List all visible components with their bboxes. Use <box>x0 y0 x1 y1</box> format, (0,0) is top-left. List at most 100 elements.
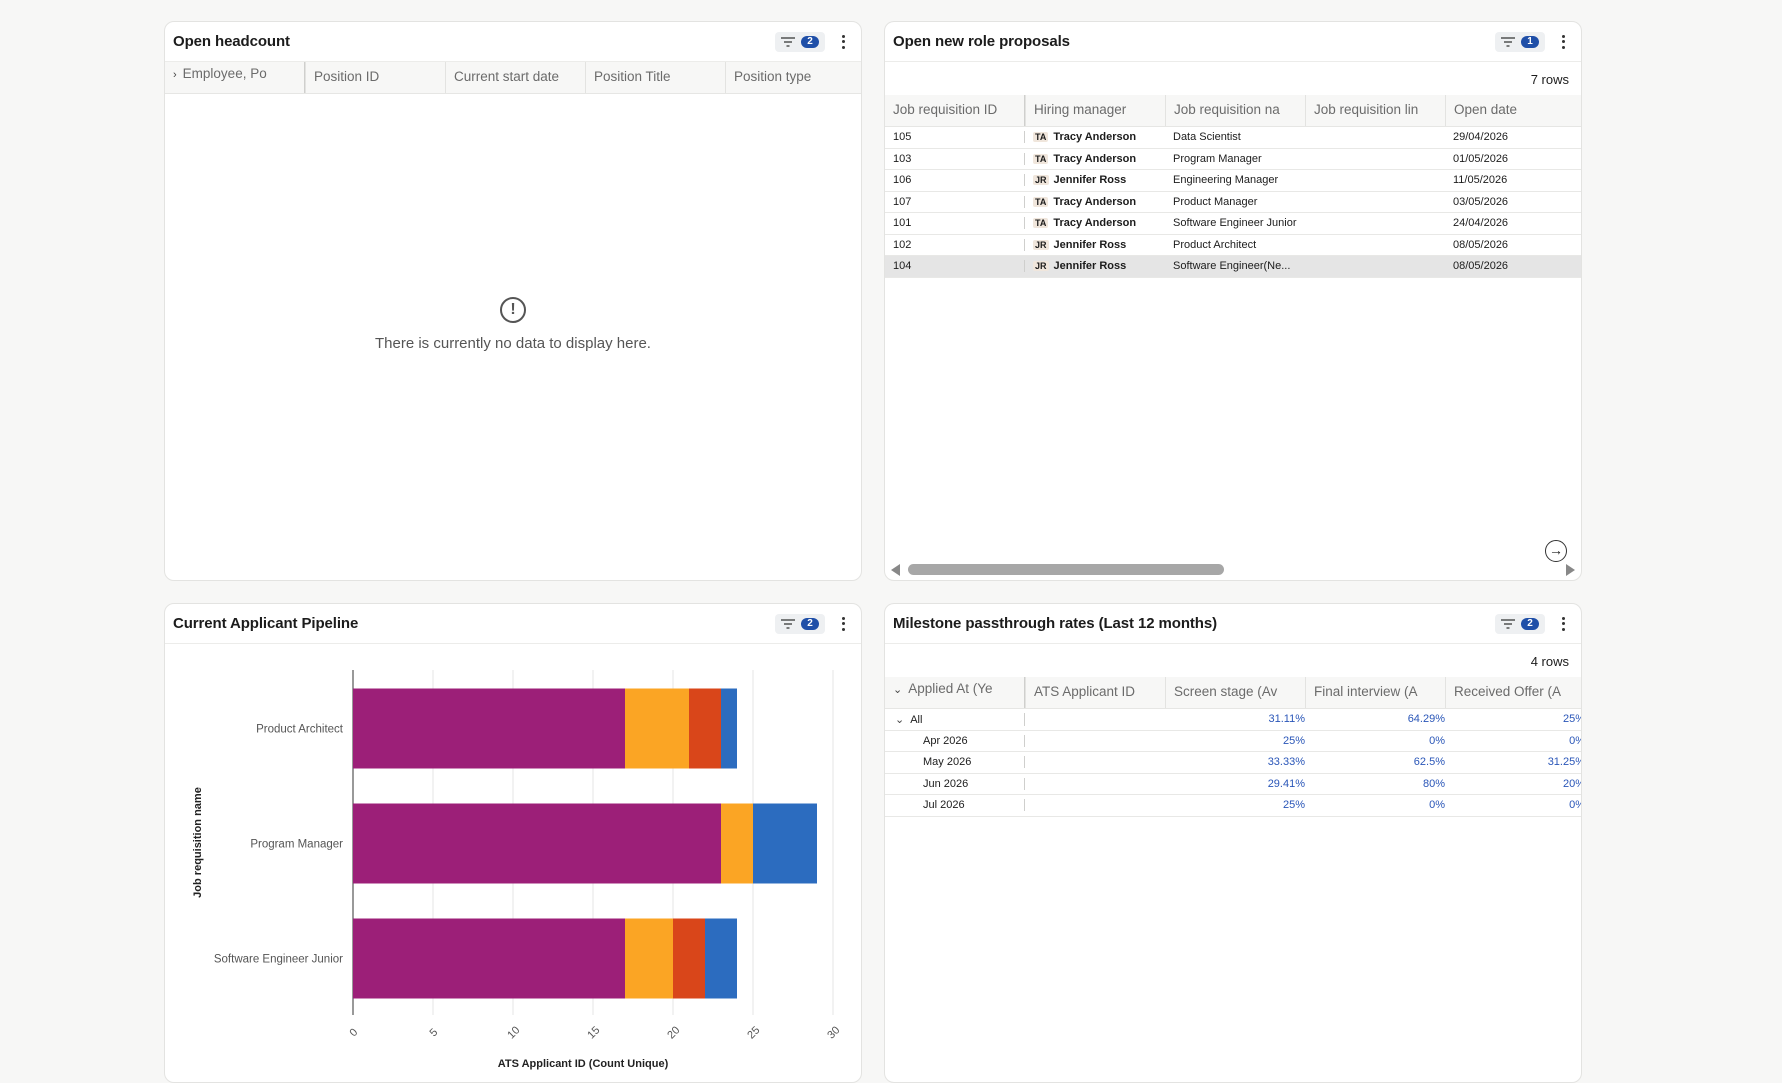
filter-button[interactable]: 1 <box>1495 31 1545 52</box>
exclamation-circle-icon: ! <box>500 297 526 323</box>
open-date-cell: 03/05/2026 <box>1453 195 1509 208</box>
received-offer-cell: 0% <box>1569 799 1581 812</box>
scroll-right-icon[interactable] <box>1566 564 1575 576</box>
chevron-down-icon[interactable]: ⌄ <box>893 684 903 696</box>
category-label: Software Engineer Junior <box>214 954 343 966</box>
hiring-manager-cell: TA Tracy Anderson <box>1025 217 1165 229</box>
scroll-left-icon[interactable] <box>891 564 900 576</box>
empty-message: There is currently no data to display he… <box>375 335 651 352</box>
final-interview-cell: 64.29% <box>1407 713 1445 726</box>
received-offer-cell: 20% <box>1562 777 1581 790</box>
table-row[interactable]: May 2026 33.33% 62.5% 31.25% <box>885 752 1581 774</box>
column-header[interactable]: Position type <box>725 62 861 93</box>
card-title: Milestone passthrough rates (Last 12 mon… <box>893 615 1217 632</box>
hiring-manager-cell: JR Jennifer Ross <box>1025 174 1165 186</box>
manager-name: Jennifer Ross <box>1053 260 1127 273</box>
hiring-manager-cell: JR Jennifer Ross <box>1025 239 1165 251</box>
avatar: TA <box>1033 196 1049 207</box>
bar-segment <box>689 688 721 769</box>
table-row[interactable]: 103 TA Tracy Anderson Program Manager 01/05/… <box>885 149 1581 170</box>
received-offer-cell: 0% <box>1569 734 1581 747</box>
table-header: Job requisition ID Hiring manager Job re… <box>885 95 1581 127</box>
filter-count-badge: 2 <box>1521 617 1539 630</box>
hiring-manager-cell: TA Tracy Anderson <box>1025 153 1165 165</box>
period-cell: Jun 2026 <box>885 777 1025 790</box>
table-row[interactable]: 102 JR Jennifer Ross Product Architect 08/05… <box>885 235 1581 256</box>
column-header[interactable]: › Employee, Po <box>165 62 305 93</box>
chevron-down-icon[interactable]: ⌄ <box>895 713 905 726</box>
x-tick-label: 10 <box>505 1024 522 1041</box>
column-header[interactable]: Job requisition lin <box>1305 95 1445 126</box>
manager-name: Jennifer Ross <box>1053 238 1127 251</box>
bar-segment <box>673 918 705 999</box>
bar-segment <box>721 803 753 884</box>
screen-stage-cell: 33.33% <box>1267 756 1305 769</box>
y-axis-title: Job requisition name <box>192 787 204 898</box>
final-interview-cell: 0% <box>1429 799 1445 812</box>
column-header[interactable]: Position ID <box>305 62 445 93</box>
screen-stage-cell: 29.41% <box>1267 777 1305 790</box>
filter-button[interactable]: 2 <box>775 31 825 52</box>
manager-name: Tracy Anderson <box>1053 131 1137 144</box>
table-row[interactable]: ⌄All 31.11% 64.29% 25% <box>885 709 1581 731</box>
filter-button[interactable]: 2 <box>1495 613 1545 634</box>
more-options-icon[interactable] <box>837 615 849 633</box>
row-count: 7 rows <box>1530 72 1569 87</box>
filter-icon <box>781 618 795 629</box>
column-header[interactable]: Position Title <box>585 62 725 93</box>
card-title: Open new role proposals <box>893 33 1070 50</box>
table-row[interactable]: 106 JR Jennifer Ross Engineering Manager 11/… <box>885 170 1581 192</box>
chevron-right-icon[interactable]: › <box>173 69 177 81</box>
filter-button[interactable]: 2 <box>775 613 825 634</box>
hiring-manager-cell: TA Tracy Anderson <box>1025 196 1165 208</box>
category-label: Product Architect <box>256 724 344 736</box>
requisition-id-cell: 105 <box>885 131 1025 144</box>
column-header[interactable]: ⌄ Applied At (Ye <box>885 677 1025 708</box>
column-header[interactable]: Job requisition ID <box>885 95 1025 126</box>
column-header[interactable]: Job requisition na <box>1165 95 1305 126</box>
filter-count-badge: 2 <box>801 35 819 48</box>
more-options-icon[interactable] <box>1557 33 1569 51</box>
avatar: JR <box>1033 261 1049 272</box>
column-header[interactable]: Hiring manager <box>1025 95 1165 126</box>
card-header: Open new role proposals 1 <box>885 22 1581 62</box>
card-header: Current Applicant Pipeline 2 <box>165 604 861 644</box>
table-body: 105 TA Tracy Anderson Data Scientist 29/04/2… <box>885 127 1581 278</box>
more-options-icon[interactable] <box>837 33 849 51</box>
manager-name: Tracy Anderson <box>1053 195 1137 208</box>
open-date-cell: 11/05/2026 <box>1453 174 1508 187</box>
column-header[interactable]: Received Offer (A <box>1445 677 1581 708</box>
arrow-right-icon[interactable]: → <box>1545 540 1567 562</box>
bar-segment <box>625 918 673 999</box>
table-row[interactable]: 107 TA Tracy Anderson Product Manager 03/05/… <box>885 192 1581 213</box>
bar-segment <box>353 803 721 884</box>
scroll-thumb[interactable] <box>908 564 1224 575</box>
hiring-manager-cell: TA Tracy Anderson <box>1025 131 1165 143</box>
table-row[interactable]: Jul 2026 25% 0% 0% <box>885 795 1581 817</box>
column-header[interactable]: Current start date <box>445 62 585 93</box>
avatar: TA <box>1033 218 1049 229</box>
open-date-cell: 08/05/2026 <box>1453 238 1509 251</box>
column-header[interactable]: ATS Applicant ID <box>1025 677 1165 708</box>
more-options-icon[interactable] <box>1557 615 1569 633</box>
filter-count-badge: 2 <box>801 617 819 630</box>
screen-stage-cell: 31.11% <box>1268 713 1306 726</box>
manager-name: Tracy Anderson <box>1053 217 1137 230</box>
manager-name: Tracy Anderson <box>1053 152 1137 165</box>
requisition-name-cell: Product Manager <box>1173 195 1258 208</box>
column-header[interactable]: Final interview (A <box>1305 677 1445 708</box>
period-cell: May 2026 <box>885 756 1025 769</box>
x-tick-label: 20 <box>665 1024 682 1041</box>
column-header[interactable]: Screen stage (Av <box>1165 677 1305 708</box>
table-row[interactable]: Apr 2026 25% 0% 0% <box>885 731 1581 752</box>
table-row[interactable]: 101 TA Tracy Anderson Software Engineer Jun… <box>885 213 1581 235</box>
table-row[interactable]: Jun 2026 29.41% 80% 20% <box>885 774 1581 795</box>
open-role-proposals-card: Open new role proposals 1 7 rows Job req… <box>884 21 1582 581</box>
requisition-name-cell: Engineering Manager <box>1173 174 1279 187</box>
column-header[interactable]: Open date <box>1445 95 1581 126</box>
filter-icon <box>1501 618 1515 629</box>
table-row[interactable]: 104 JR Jennifer Ross Software Engineer(Ne..… <box>885 256 1581 278</box>
table-row[interactable]: 105 TA Tracy Anderson Data Scientist 29/04/2… <box>885 127 1581 149</box>
bar-segment <box>753 803 817 884</box>
horizontal-scrollbar[interactable] <box>891 562 1575 576</box>
